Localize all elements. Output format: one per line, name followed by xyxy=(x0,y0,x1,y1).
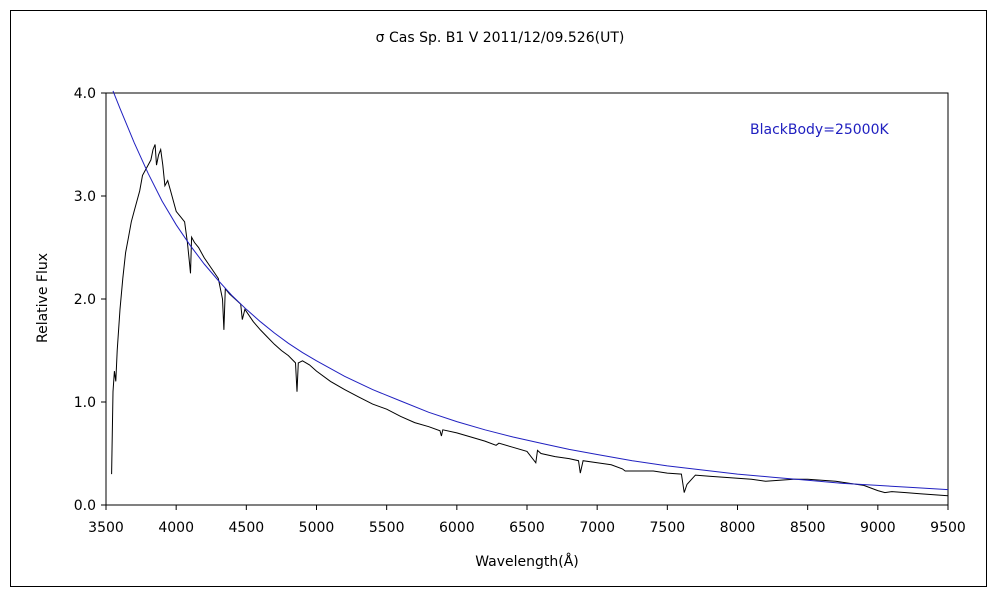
y-tick-label: 1.0 xyxy=(74,395,96,411)
x-axis: 3500 4000 4500 5000 5500 6000 6500 7000 7500 8000… xyxy=(88,505,966,536)
x-tick-label: 9000 xyxy=(860,520,896,536)
spectrum-series-line xyxy=(111,144,949,497)
x-axis-label: Wavelength(Å) xyxy=(475,553,579,570)
x-tick-label: 4500 xyxy=(229,520,265,536)
x-tick-label: 9500 xyxy=(930,520,966,536)
x-tick-label: 7500 xyxy=(650,520,686,536)
x-tick-label: 4000 xyxy=(158,520,194,536)
y-tick-label: 2.0 xyxy=(74,292,96,308)
blackbody-annotation: BlackBody=25000K xyxy=(750,122,889,138)
x-tick-label: 5000 xyxy=(299,520,335,536)
x-tick-label: 5500 xyxy=(369,520,405,536)
x-tick-label: 7000 xyxy=(579,520,615,536)
y-axis-label: Relative Flux xyxy=(35,253,51,343)
x-tick-label: 6500 xyxy=(509,520,545,536)
y-axis: 0.0 1.0 2.0 3.0 4.0 xyxy=(74,86,106,514)
y-tick-label: 3.0 xyxy=(74,189,96,205)
y-tick-label: 0.0 xyxy=(74,498,96,514)
y-tick-label: 4.0 xyxy=(74,86,96,102)
x-tick-label: 8000 xyxy=(720,520,756,536)
x-tick-label: 6000 xyxy=(439,520,475,536)
plot-area xyxy=(105,92,949,506)
x-tick-label: 3500 xyxy=(88,520,124,536)
x-tick-label: 8500 xyxy=(790,520,826,536)
chart-title: σ Cas Sp. B1 V 2011/12/09.526(UT) xyxy=(376,30,625,46)
blackbody-series-line xyxy=(112,90,949,491)
